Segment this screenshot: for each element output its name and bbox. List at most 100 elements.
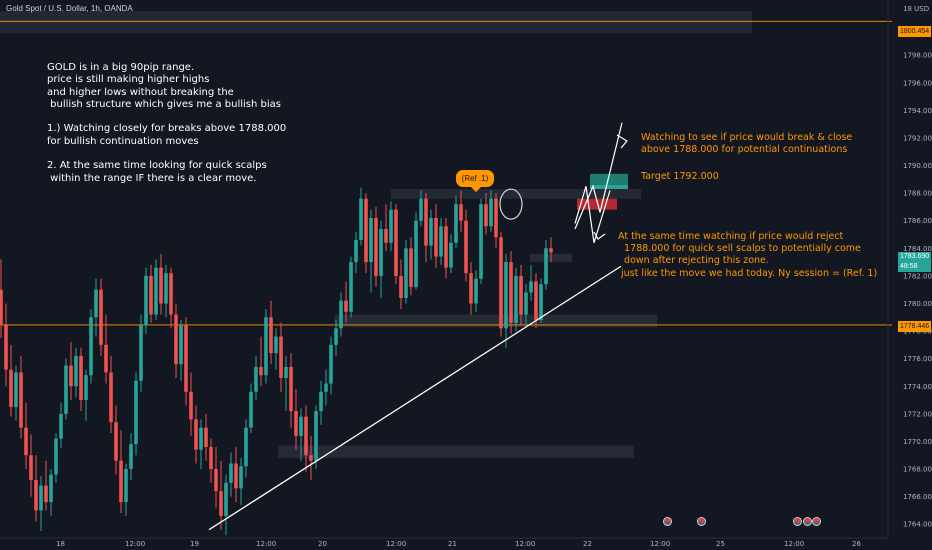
candle-body [44, 485, 48, 503]
price-tick: 1772.000 [903, 410, 932, 418]
resistance-zone-1788 [391, 188, 641, 199]
price-tick: 1792.000 [903, 134, 932, 142]
economic-event-icon[interactable] [663, 517, 672, 526]
candle-body [179, 325, 183, 365]
candle-body [429, 217, 433, 246]
candle-body [259, 366, 263, 376]
candle-body [534, 281, 538, 321]
candle-body [144, 275, 148, 326]
price-tick: 1790.000 [903, 162, 932, 170]
candle-body [299, 416, 303, 436]
candle [549, 237, 553, 263]
candle [189, 372, 193, 436]
candle [164, 264, 168, 318]
price-tick: 1768.000 [903, 466, 932, 474]
time-tick: 18 [56, 540, 65, 548]
candle [9, 344, 13, 417]
candle [154, 259, 158, 321]
economic-event-icon[interactable] [812, 517, 821, 526]
candle-body [79, 355, 83, 401]
support-zone-1778 [335, 314, 657, 327]
symbol-title[interactable]: Gold Spot / U.S. Dollar, 1h, OANDA [6, 4, 133, 13]
candle [194, 405, 198, 464]
candle [449, 234, 453, 274]
candle-body [399, 275, 403, 298]
candle-body [209, 446, 213, 470]
economic-event-icon[interactable] [803, 517, 812, 526]
candle [294, 389, 298, 450]
candle-body [474, 278, 478, 304]
price-tick: 1798.000 [903, 52, 932, 60]
candle [514, 267, 518, 332]
candle-body [459, 204, 463, 221]
candle [184, 317, 188, 406]
time-tick: 12:00 [386, 540, 406, 548]
candle [299, 408, 303, 461]
candle [144, 267, 148, 334]
candle-body [514, 275, 518, 323]
candle [359, 187, 363, 246]
candle [369, 209, 373, 293]
ref-circle [499, 188, 523, 220]
candle [84, 369, 88, 421]
candle-body [134, 380, 138, 445]
candle [494, 193, 498, 249]
bull-scenario-note: Watching to see if price would break & c… [641, 132, 853, 156]
candle-body [324, 383, 328, 392]
candle [214, 446, 218, 508]
economic-event-icon[interactable] [697, 517, 706, 526]
bullish-projection-path [574, 122, 623, 230]
candle-body [94, 289, 98, 318]
candle-body [389, 209, 393, 243]
candle [459, 190, 463, 232]
candle [284, 355, 288, 412]
candle [49, 469, 53, 516]
candle-body [354, 240, 358, 263]
candle-body [254, 366, 258, 392]
candle-body [239, 466, 243, 489]
candle-body [464, 220, 468, 274]
candle [234, 446, 238, 503]
candle [454, 195, 458, 249]
candle [469, 262, 473, 315]
candle [54, 433, 58, 483]
candle [324, 369, 328, 406]
candle [304, 405, 308, 472]
candle [264, 309, 268, 384]
candle [224, 474, 228, 536]
candle [199, 419, 203, 470]
candle [434, 204, 438, 268]
candle-body [484, 204, 488, 227]
candle-body [204, 427, 208, 447]
candle-body [74, 355, 78, 387]
candle-body [409, 248, 413, 287]
price-tick: 1784.000 [903, 245, 932, 253]
candle [204, 413, 208, 461]
candle [289, 353, 293, 428]
price-tick: 1794.000 [903, 107, 932, 115]
candle-body [454, 204, 458, 243]
candle-body [9, 369, 13, 407]
target-box [590, 173, 628, 185]
candle [124, 463, 128, 516]
candle [259, 336, 263, 387]
candle [464, 209, 468, 282]
candle-body [199, 427, 203, 450]
candle [64, 358, 68, 420]
economic-event-icon[interactable] [793, 517, 802, 526]
price-tick: 1786.000 [903, 217, 932, 225]
candle [394, 204, 398, 285]
candle-body [394, 209, 398, 276]
candle-body [39, 485, 43, 511]
time-tick: 22 [583, 540, 592, 548]
current-price-tag: 1783.690 48:58 [898, 252, 932, 272]
candle-body [314, 411, 318, 461]
candle [179, 320, 183, 381]
candle [444, 217, 448, 279]
candle [339, 292, 343, 337]
candle [409, 237, 413, 296]
bear-scenario-note: At the same time watching if price would… [618, 231, 878, 279]
candle-body [14, 372, 18, 407]
time-tick: 26 [852, 540, 861, 548]
